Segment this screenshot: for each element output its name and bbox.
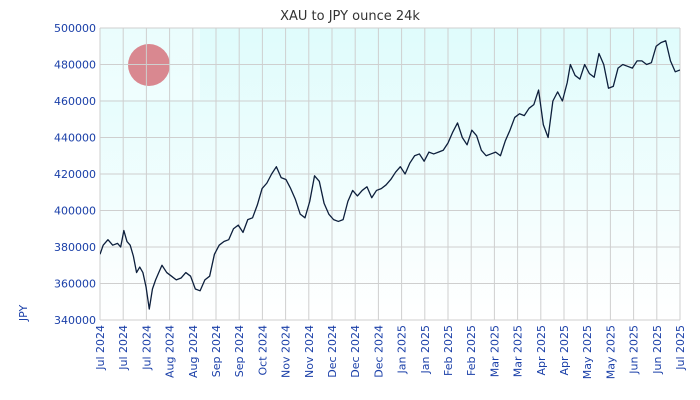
x-tick-label: Nov 2024	[280, 325, 293, 378]
y-tick-label: 480000	[54, 59, 96, 72]
y-axis-ticks: 340000 360000 380000 400000 420000 440000 4600…	[54, 22, 96, 327]
x-tick-label: Jul 2025	[674, 325, 687, 371]
chart-title: XAU to JPY ounce 24k	[280, 9, 420, 24]
x-tick-label: Feb 2025	[465, 325, 478, 376]
x-tick-label: Sep 2024	[210, 325, 223, 377]
x-tick-label: Mar 2025	[512, 325, 525, 377]
x-axis-ticks: Jul 2024 Jul 2024 Jul 2024 Aug 2024 Aug 2024…	[94, 325, 687, 379]
x-tick-label: May 2025	[604, 325, 617, 379]
x-tick-label: Dec 2024	[326, 325, 339, 378]
y-tick-label: 400000	[54, 205, 96, 218]
x-tick-label: May 2025	[581, 325, 594, 379]
x-tick-label: Aug 2024	[187, 325, 200, 378]
x-tick-label: Jul 2024	[117, 325, 130, 371]
x-tick-label: Dec 2024	[349, 325, 362, 378]
x-tick-label: Nov 2024	[303, 325, 316, 378]
x-tick-label: Jul 2024	[140, 325, 153, 371]
y-tick-label: 420000	[54, 168, 96, 181]
series-line	[100, 40, 680, 310]
y-tick-label: 340000	[54, 314, 96, 327]
x-tick-label: Mar 2025	[488, 325, 501, 377]
x-tick-label: Aug 2024	[164, 325, 177, 378]
y-tick-label: 360000	[54, 278, 96, 291]
x-tick-label: Jun 2025	[628, 325, 641, 375]
x-tick-label: Apr 2025	[558, 325, 571, 376]
x-tick-label: Jan 2025	[419, 325, 432, 374]
x-tick-label: Jul 2024	[94, 325, 107, 371]
x-tick-label: Jan 2025	[396, 325, 409, 374]
x-tick-label: Sep 2024	[233, 325, 246, 377]
x-tick-label: Oct 2024	[256, 325, 269, 376]
x-tick-label: Jun 2025	[651, 325, 664, 375]
y-tick-label: 500000	[54, 22, 96, 35]
x-tick-label: Dec 2024	[372, 325, 385, 378]
x-tick-label: Apr 2025	[535, 325, 548, 376]
y-tick-label: 460000	[54, 95, 96, 108]
y-tick-label: 380000	[54, 241, 96, 254]
x-tick-label: Feb 2025	[442, 325, 455, 376]
grid	[99, 27, 681, 321]
y-tick-label: 440000	[54, 132, 96, 145]
y-axis-label: JPY	[17, 305, 30, 323]
